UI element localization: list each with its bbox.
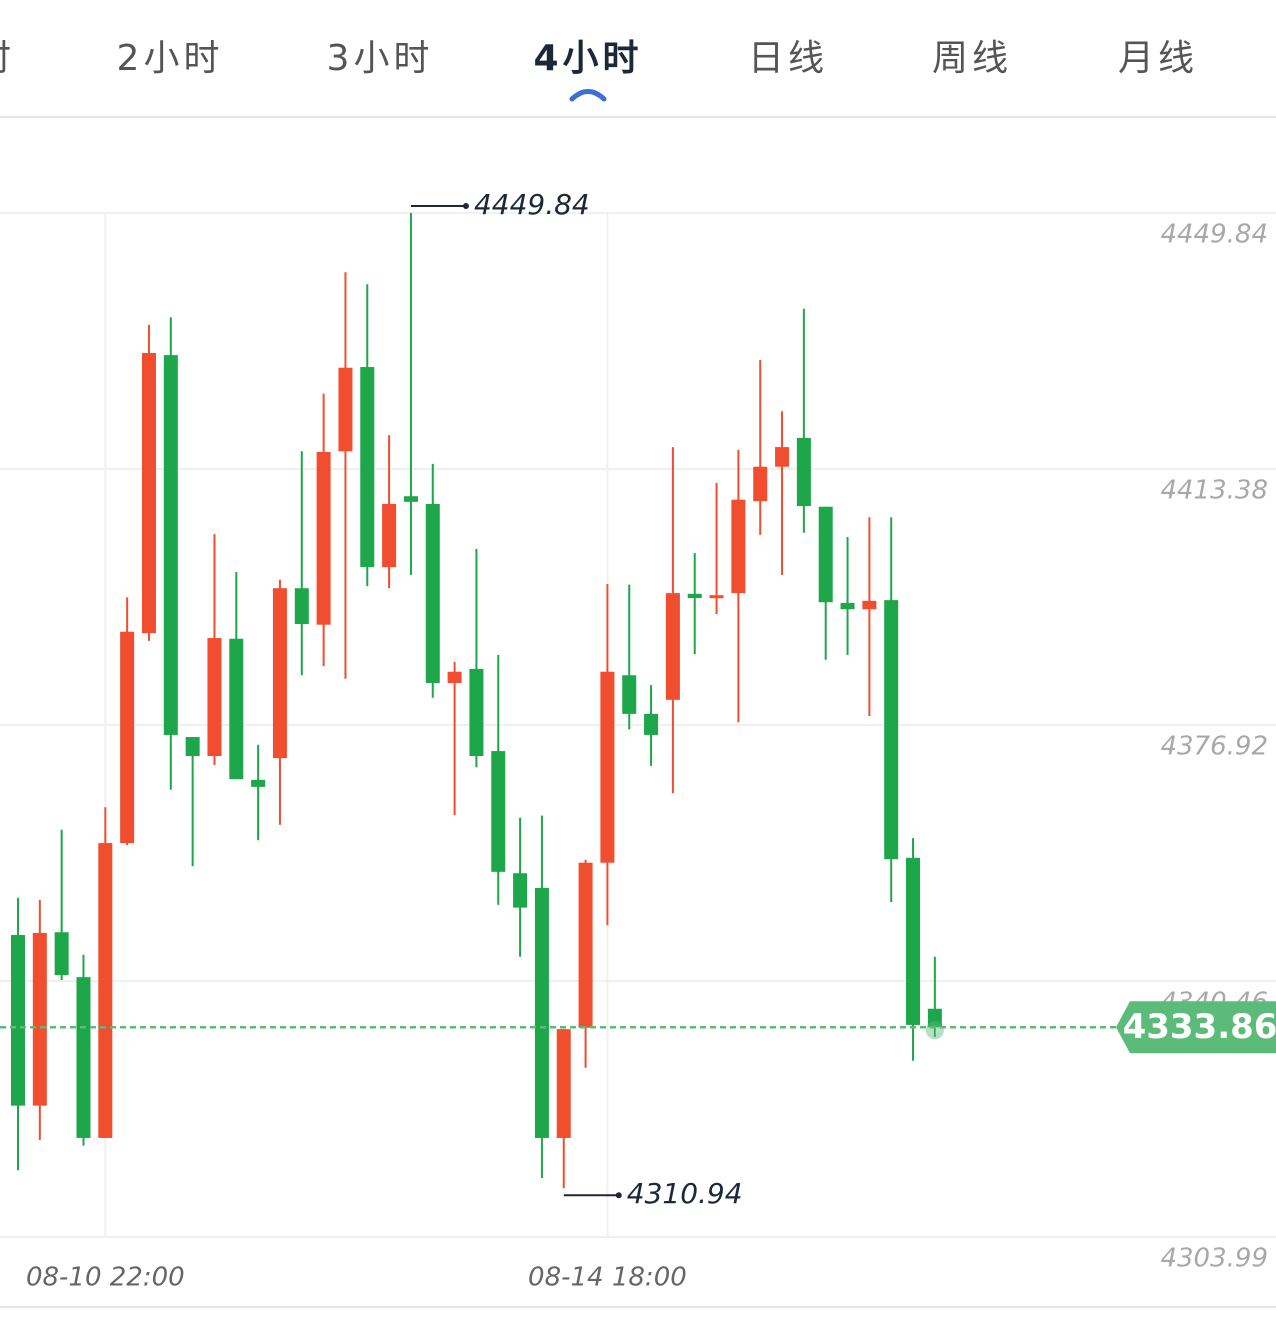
candle-body [622,675,637,714]
candle-body [76,977,91,1138]
candle-body [709,595,724,599]
candle-body [32,932,47,1106]
y-tick-label: 4376.92 [1160,731,1268,761]
candle-body [775,447,790,467]
x-tick-label: 08-10 22:00 [26,1263,185,1293]
candle-body [687,593,702,599]
min-annotation: 4310.94 [627,1177,743,1210]
candle-body [927,1008,942,1028]
candle-body [403,496,418,502]
candle-body [360,367,375,568]
candle-body [54,932,69,976]
active-indicator [569,89,607,102]
y-tick-label: 4449.84 [1160,220,1268,250]
candle-body [818,506,833,603]
candle-body [469,668,484,756]
candle-body [141,352,156,634]
last-price-badge [1116,1001,1276,1054]
candle-body [316,451,331,625]
candle-body [753,466,768,502]
candle-body [884,600,899,860]
candle-body [11,935,25,1106]
tab[interactable]: 1小时 [0,38,15,79]
max-annotation-dot [462,203,469,209]
min-annotation-dot [615,1192,622,1199]
tab[interactable]: 月线 [1118,38,1198,79]
candle-body [120,631,135,844]
candle-body [425,503,440,683]
candle-body [906,857,921,1025]
candle-body [163,355,178,735]
max-annotation: 4449.84 [474,188,590,221]
candle-body [491,751,506,872]
last-price-dot [925,1021,944,1040]
candle-body [796,437,811,507]
tab[interactable]: 3小时 [327,38,434,79]
candle-body [556,1029,571,1138]
candle-body [229,638,244,780]
candle-body [447,671,462,683]
y-tick-label: 4413.38 [1160,475,1268,505]
y-tick-label: 4303.99 [1160,1244,1268,1274]
candle-body [840,602,855,610]
candle-body [600,671,615,863]
candle-body [862,600,877,610]
candle-body [513,873,528,908]
tab[interactable]: 2小时 [117,38,224,79]
candle-body [382,503,397,568]
candle-body [731,499,746,594]
candle-body [185,737,200,756]
candle-body [272,588,287,759]
candle-body [578,862,593,1028]
tab[interactable]: 4小时 [533,38,642,79]
x-tick-label: 08-14 18:00 [528,1263,687,1293]
candle-body [534,887,549,1138]
candle-body [665,593,680,700]
candle-body [251,779,266,787]
candle-body [644,713,659,735]
candle-body [207,638,222,756]
candle-body [98,843,113,1138]
candle-body [294,588,309,625]
tab[interactable]: 日线 [748,38,828,79]
last-price-label: 4333.86 [1123,1007,1276,1047]
tab[interactable]: 周线 [932,38,1012,79]
candle-body [338,367,353,452]
